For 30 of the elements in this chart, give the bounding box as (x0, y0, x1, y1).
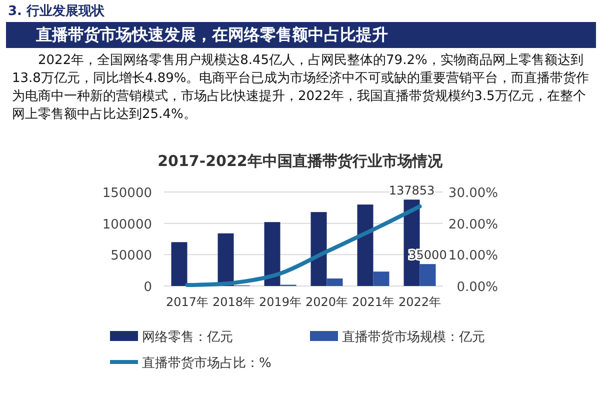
y-tick-label: 150000 (102, 186, 152, 201)
bar (373, 272, 390, 286)
bar (218, 233, 234, 286)
bar (420, 264, 436, 286)
y2-tick-label: 10.00% (448, 248, 498, 264)
y-tick-label: 50000 (110, 248, 152, 264)
x-tick-label: 2020年 (305, 295, 348, 309)
x-tick-label: 2019年 (258, 295, 302, 309)
y2-tick-label: 0.00% (456, 280, 498, 295)
legend-label: 直播带货市场占比：% (142, 356, 272, 371)
chart-subtitle: 直播带货市场快速发展，在网络零售额中占比提升 (6, 22, 596, 48)
x-tick-label: 2021年 (352, 295, 395, 309)
bar (171, 242, 188, 286)
bar (326, 278, 343, 286)
y2-tick-label: 30.00% (448, 186, 498, 201)
y-tick-label: 0 (144, 280, 152, 295)
bar (310, 212, 327, 286)
x-tick-label: 2022年 (398, 295, 442, 309)
bar (264, 222, 280, 286)
y2-tick-label: 20.00% (448, 217, 498, 232)
legend-label: 直播带货市场规模：亿元 (342, 330, 485, 345)
text: 2022年，全国网络零售用户规模达8.45亿人，占网民整体的79.2%，实物商品网上零售额达到13.8万亿元，同比增长4.89%。电商平台已成为市场经济中不可或缺的重要营销平台，而直播带货作为电商中一种新的营销模式，市场占比快速提升，2022年，我国直播带货规模约3.5万亿元，在整个网上零售额中占比达到25.4%。 (12, 52, 590, 124)
x-tick-label: 2018年 (212, 295, 256, 309)
x-tick-label: 2017年 (166, 295, 209, 309)
legend-label: 网络零售：亿元 (142, 330, 233, 345)
chart-title: 2017-2022年中国直播带货行业市场情况 (158, 152, 444, 170)
y-tick-label: 100000 (102, 217, 152, 232)
text: 3. 行业发展现状 (8, 3, 105, 20)
data-label: 137853 (388, 184, 435, 198)
bar (357, 204, 374, 286)
